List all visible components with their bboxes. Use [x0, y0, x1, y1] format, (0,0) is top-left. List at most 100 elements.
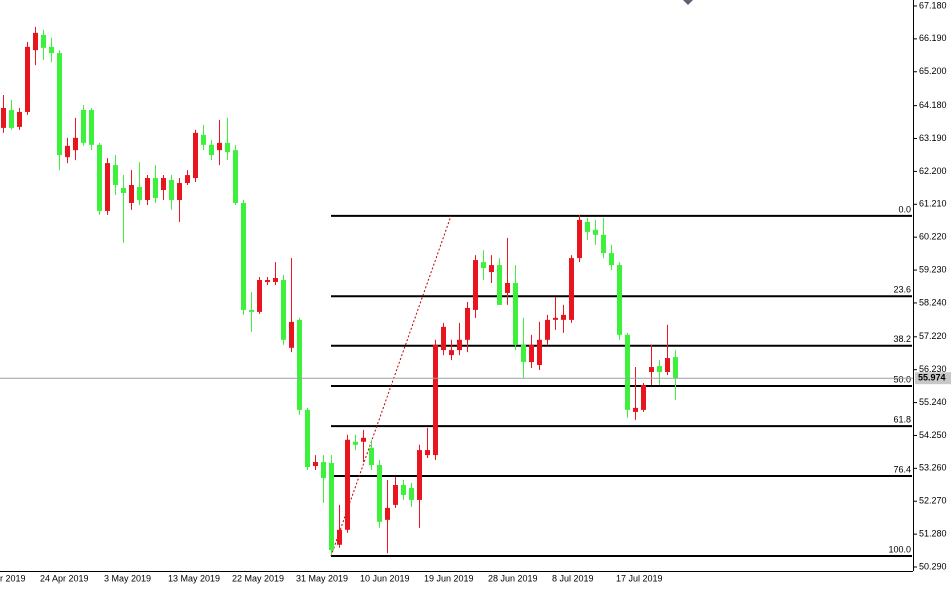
candle-body: [609, 253, 614, 266]
x-tick-label: 22 May 2019: [232, 573, 284, 583]
candle-body: [233, 150, 238, 203]
y-tick-label: 60.220: [919, 232, 947, 242]
candle-body: [257, 280, 262, 312]
y-tick-label: 57.220: [919, 331, 947, 341]
candle-body: [313, 462, 318, 467]
x-tick-label: 3 May 2019: [104, 573, 151, 583]
candle-body: [601, 234, 606, 254]
candle-body: [441, 326, 446, 351]
fib-label: 100.0: [888, 544, 911, 554]
candle-body: [345, 439, 350, 530]
candle-body: [369, 447, 374, 466]
candle-body: [1, 107, 6, 128]
candle-body: [505, 283, 510, 293]
candle-body: [337, 529, 342, 545]
candle-body: [361, 437, 366, 442]
candle-body: [137, 187, 142, 200]
y-tick-label: 53.260: [919, 463, 947, 473]
candle-body: [201, 134, 206, 145]
candle-body: [625, 334, 630, 410]
candle-body: [169, 180, 174, 200]
candle-body: [561, 314, 566, 320]
x-tick-label: 17 Jul 2019: [616, 573, 663, 583]
candle-body: [457, 339, 462, 351]
candle-body: [481, 262, 486, 269]
candle-body: [417, 450, 422, 500]
y-tick-label: 56.230: [919, 364, 947, 374]
candle-body: [57, 53, 62, 156]
candle-body: [401, 484, 406, 495]
fib-label: 76.4: [893, 464, 911, 474]
x-tick-label: 19 Jun 2019: [424, 573, 474, 583]
candle-body: [33, 32, 38, 51]
candle-body: [385, 507, 390, 520]
candle-body: [305, 409, 310, 468]
candle-body: [249, 309, 254, 312]
candle-body: [585, 221, 590, 232]
candle-body: [25, 46, 30, 112]
fib-label: 23.6: [893, 285, 911, 295]
candle-body: [161, 178, 166, 191]
candle-body: [425, 450, 430, 456]
candle-body: [649, 367, 654, 373]
y-tick-label: 58.240: [919, 297, 947, 307]
candle-body: [497, 265, 502, 305]
candle-body: [17, 111, 22, 127]
y-tick-label: 66.190: [919, 33, 947, 43]
candle-body: [185, 175, 190, 184]
candle-body: [593, 229, 598, 235]
y-tick-label: 51.280: [919, 529, 947, 539]
candle-body: [49, 46, 54, 54]
candle-body: [657, 366, 662, 373]
candle-body: [289, 321, 294, 348]
candle-body: [449, 350, 454, 356]
candle-body: [521, 344, 526, 363]
candle-body: [329, 463, 334, 551]
fib-label: 0.0: [898, 204, 911, 214]
y-tick-label: 61.210: [919, 199, 947, 209]
candle-body: [97, 144, 102, 211]
candle-body: [529, 344, 534, 363]
y-tick-label: 59.230: [919, 264, 947, 274]
candle-body: [665, 358, 670, 373]
candle-body: [241, 202, 246, 310]
fib-label: 38.2: [893, 334, 911, 344]
candle-body: [41, 34, 46, 48]
y-tick-label: 50.290: [919, 561, 947, 571]
candle-body: [569, 258, 574, 320]
candle-body: [673, 357, 678, 379]
y-tick-label: 63.190: [919, 133, 947, 143]
current-price-label: 55.974: [918, 373, 946, 383]
candle-body: [409, 487, 414, 500]
candle-body: [617, 265, 622, 335]
candle-body: [633, 407, 638, 412]
y-tick-label: 54.250: [919, 430, 947, 440]
y-tick-label: 62.200: [919, 166, 947, 176]
x-tick-label: r 2019: [0, 573, 26, 583]
candle-body: [193, 132, 198, 179]
candle-body: [153, 178, 158, 198]
candle-body: [377, 465, 382, 522]
x-tick-label: 13 May 2019: [168, 573, 220, 583]
x-tick-label: 31 May 2019: [296, 573, 348, 583]
candle-body: [537, 339, 542, 366]
candle-body: [513, 283, 518, 345]
candle-body: [129, 185, 134, 203]
candle-body: [353, 441, 358, 445]
candle-body: [641, 384, 646, 410]
current-price-box: [915, 372, 951, 385]
y-tick-label: 64.180: [919, 100, 947, 110]
fib-label: 50.0: [893, 374, 911, 384]
candle-body: [297, 319, 302, 410]
candle-body: [281, 280, 286, 340]
fib-label: 61.8: [893, 415, 911, 425]
candle-body: [177, 183, 182, 200]
candle-body: [9, 109, 14, 128]
y-tick-label: 55.240: [919, 397, 947, 407]
trend-line: [330, 215, 452, 557]
candle-body: [553, 317, 558, 320]
candle-body: [145, 178, 150, 200]
candle-body: [577, 219, 582, 259]
